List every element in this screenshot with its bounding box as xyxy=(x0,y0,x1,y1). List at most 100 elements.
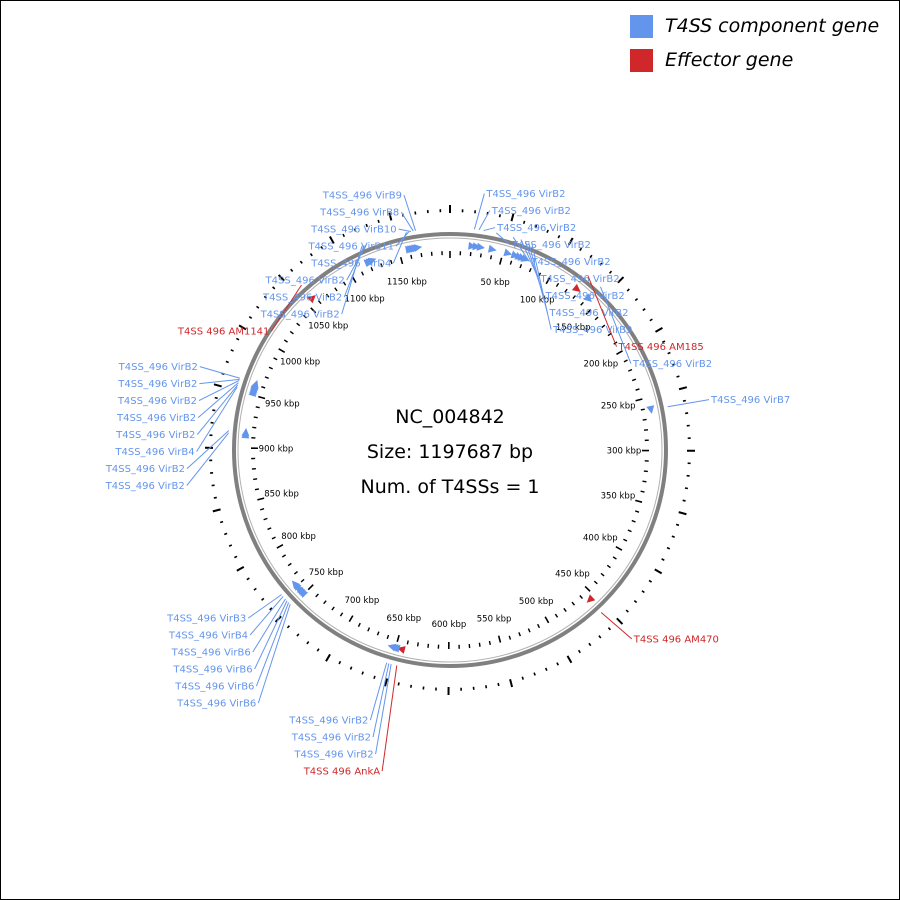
outer-minor-tick xyxy=(676,375,680,378)
outer-minor-tick xyxy=(661,558,665,561)
outer-minor-tick xyxy=(642,308,646,312)
inner-minor-tick xyxy=(361,271,365,276)
gene-label: T4SS_496 VirB2 xyxy=(293,750,373,761)
inner-minor-tick xyxy=(357,622,361,627)
inner-major-tick xyxy=(348,615,354,623)
gene-label: T4SS_496 VirB2 xyxy=(539,274,619,285)
outer-minor-tick xyxy=(546,229,549,233)
outer-major-tick xyxy=(567,237,574,246)
scale-label: 1150 kbp xyxy=(387,277,427,287)
outer-minor-tick xyxy=(498,214,501,218)
inner-minor-tick xyxy=(488,640,491,646)
inner-minor-tick xyxy=(281,554,286,558)
inner-major-tick xyxy=(545,277,551,285)
gene-label: T4SS_496 VirB11 xyxy=(307,242,394,253)
gene-label-leader xyxy=(400,211,414,232)
component-gene-marker xyxy=(487,244,497,253)
inner-major-tick xyxy=(276,543,284,549)
inner-major-tick xyxy=(278,348,286,354)
component-gene-marker xyxy=(472,242,481,251)
outer-minor-tick xyxy=(269,607,273,611)
inner-minor-tick xyxy=(579,595,583,599)
outer-minor-tick xyxy=(213,496,217,499)
inner-minor-tick xyxy=(420,252,423,258)
outer-minor-tick xyxy=(666,546,671,550)
inner-minor-tick xyxy=(640,490,645,493)
gene-label: T4SS 496 AM470 xyxy=(633,634,719,645)
outer-major-tick xyxy=(617,276,625,284)
outer-minor-tick xyxy=(299,260,303,264)
inner-minor-tick xyxy=(594,316,599,321)
outer-minor-tick xyxy=(263,295,268,299)
outer-minor-tick xyxy=(556,662,560,666)
gene-label-leader xyxy=(247,594,282,619)
gene-label-leader xyxy=(270,284,302,332)
inner-minor-tick xyxy=(631,378,637,382)
legend-label-effector: Effector gene xyxy=(665,49,794,71)
component-gene-marker xyxy=(250,379,259,389)
inner-minor-tick xyxy=(367,627,371,632)
gene-label-leader xyxy=(186,432,230,486)
outer-minor-tick xyxy=(648,579,653,583)
outer-minor-tick xyxy=(225,360,229,364)
outer-minor-tick xyxy=(521,676,524,680)
outer-minor-tick xyxy=(522,220,526,224)
inner-major-tick xyxy=(584,585,591,592)
gene-label: T4SS_496 VirB2 xyxy=(262,293,342,304)
inner-minor-tick xyxy=(600,572,605,577)
gene-label: T4SS 496 AM1141 xyxy=(177,327,270,338)
plasmid-backbone xyxy=(232,232,668,668)
inner-minor-tick xyxy=(296,322,301,327)
gene-label-leader xyxy=(667,399,710,408)
gene-label-leader xyxy=(495,232,511,245)
gene-label-leader xyxy=(512,236,530,262)
component-gene-marker xyxy=(367,257,377,266)
gene-label-leader xyxy=(395,231,410,247)
gene-label: T4SS_496 VirD4 xyxy=(310,259,391,270)
outer-minor-tick xyxy=(641,590,645,594)
gene-label-leader xyxy=(473,193,485,230)
outer-major-tick xyxy=(277,274,285,282)
inner-minor-tick xyxy=(273,357,278,361)
outer-minor-tick xyxy=(634,298,639,302)
gene-label-leader xyxy=(372,663,390,738)
gene-label: T4SS_496 VirB6 xyxy=(176,699,256,710)
scale-label: 100 kbp xyxy=(520,295,555,305)
outer-minor-tick xyxy=(588,642,592,647)
gene-label-leader xyxy=(483,227,496,232)
inner-minor-tick xyxy=(331,606,335,611)
plasmid-size: Size: 1197687 bp xyxy=(367,441,533,463)
outer-minor-tick xyxy=(365,223,369,228)
outer-minor-tick xyxy=(533,672,536,676)
outer-minor-tick xyxy=(534,224,538,229)
gene-label-leader xyxy=(257,603,291,704)
outer-minor-tick xyxy=(256,305,260,309)
outer-minor-tick xyxy=(316,648,320,652)
outer-major-tick xyxy=(510,213,515,222)
inner-minor-tick xyxy=(564,288,568,293)
outer-minor-tick xyxy=(246,577,250,581)
outer-minor-tick xyxy=(236,337,240,341)
gene-label-leader xyxy=(403,194,417,231)
inner-minor-tick xyxy=(390,259,393,265)
inner-minor-tick xyxy=(642,480,647,483)
component-swatch xyxy=(630,14,653,38)
effector-gene-marker xyxy=(586,594,596,603)
inner-minor-tick xyxy=(572,295,576,300)
component-gene-marker xyxy=(413,244,423,253)
inner-minor-tick xyxy=(386,634,390,640)
gene-markers xyxy=(241,241,655,654)
inner-minor-tick xyxy=(612,556,617,560)
inner-minor-tick xyxy=(555,282,560,287)
inner-major-tick xyxy=(497,635,502,643)
outer-minor-tick xyxy=(306,641,310,645)
gene-label: T4SS_496 VirB9 xyxy=(322,191,402,202)
outer-major-tick xyxy=(328,235,335,244)
inner-minor-tick xyxy=(593,580,598,585)
outer-major-tick xyxy=(213,383,222,388)
inner-minor-tick xyxy=(527,628,531,633)
component-gene-marker xyxy=(476,242,486,251)
plasmid-name: NC_004842 xyxy=(395,406,505,428)
outer-minor-tick xyxy=(577,649,581,654)
outer-minor-tick xyxy=(253,587,257,591)
